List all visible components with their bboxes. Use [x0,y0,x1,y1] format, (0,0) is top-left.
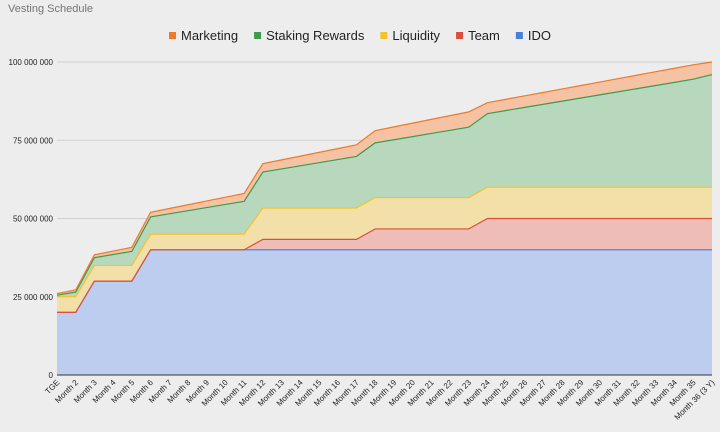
legend-item-marketing: Marketing [169,28,238,43]
area-staking-rewards [57,74,712,297]
y-tick-label: 75 000 000 [13,136,54,145]
line-team [57,217,712,313]
legend-swatch [515,32,523,39]
legend-label: IDO [528,28,551,43]
chart-title: Vesting Schedule [8,3,93,15]
legend-label: Team [468,28,500,43]
legend-label: Liquidity [392,28,440,43]
line-liquidity [57,186,712,298]
y-axis: 0 25 000 000 50 000 000 75 000 000 100 000 0… [9,58,54,380]
legend-item-ido: IDO [515,28,551,43]
legend-swatch [456,32,464,39]
line-staking-rewards [56,73,713,296]
legend-swatch [254,32,262,39]
legend: Marketing Staking Rewards Liquidity Team IDO [169,28,551,43]
legend-label: Marketing [181,28,238,43]
series-lines [56,61,713,313]
legend-label: Staking Rewards [266,28,365,43]
y-tick-label: 0 [49,371,54,380]
y-tick-label: 100 000 000 [9,58,54,67]
area-ido [57,249,712,375]
y-tick-label: 50 000 000 [13,215,54,224]
legend-item-staking-rewards: Staking Rewards [254,28,365,43]
legend-swatch [380,32,388,39]
legend-item-team: Team [456,28,500,43]
y-tick-label: 25 000 000 [13,293,54,302]
area-marketing [57,62,712,296]
legend-swatch [169,32,177,39]
line-marketing [56,61,713,295]
area-team [57,218,712,313]
legend-item-liquidity: Liquidity [380,28,441,43]
